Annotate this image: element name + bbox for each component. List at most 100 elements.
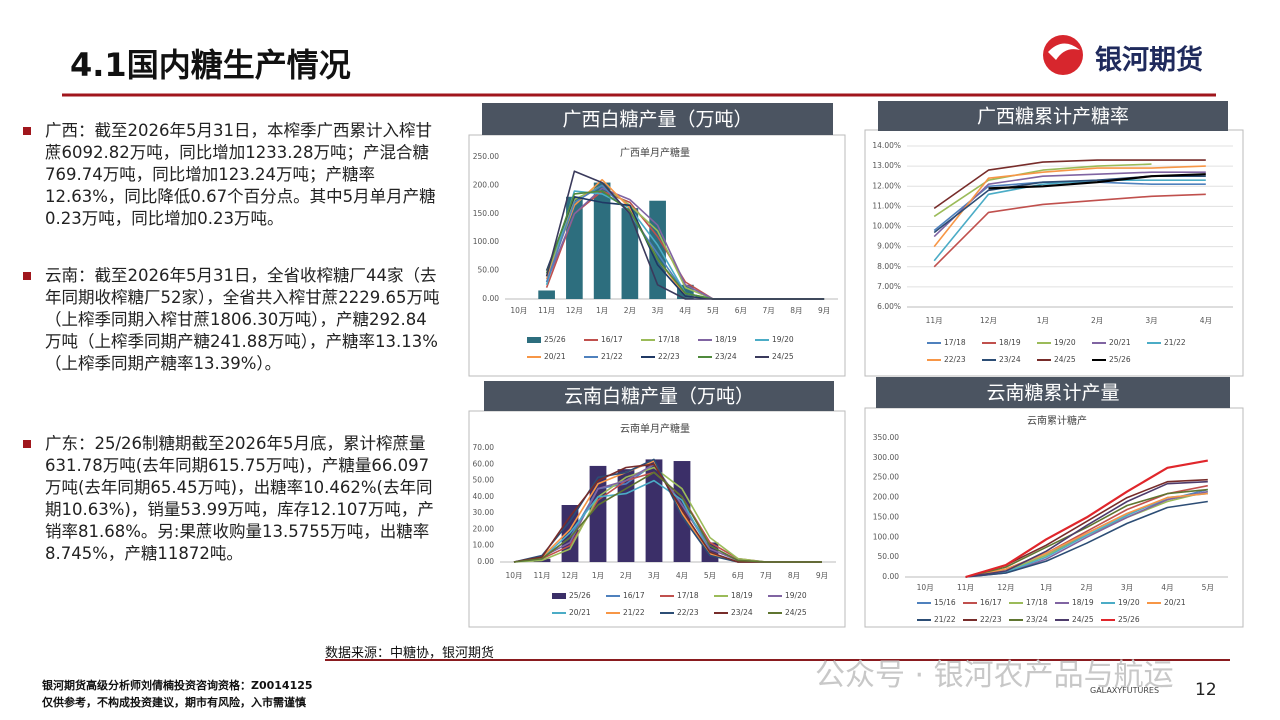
- x-tick-label: 3月: [1121, 583, 1133, 592]
- legend-label: 16/17: [980, 598, 1002, 607]
- y-tick-label: 200.00: [873, 493, 899, 502]
- series-line: [933, 171, 1206, 238]
- y-tick-label: 40.00: [473, 492, 495, 501]
- legend-label: 23/24: [999, 355, 1021, 364]
- chart-banner: [482, 103, 833, 135]
- brand: GALAXYFUTURES: [1090, 686, 1160, 695]
- legend-label: 19/20: [772, 335, 794, 344]
- x-tick-label: 7月: [762, 306, 774, 315]
- x-tick-label: 12月: [980, 316, 997, 325]
- chart-subtitle: 云南累计糖产: [1027, 414, 1087, 427]
- x-tick-label: 4月: [1200, 316, 1212, 325]
- chart-subtitle: 广西单月产糖量: [620, 146, 690, 159]
- watermark: 公众号 · 银河农产品与航运: [815, 658, 1174, 693]
- series-line: [545, 170, 825, 300]
- y-tick-label: 0.00: [882, 572, 899, 581]
- chart-banner: [876, 377, 1230, 408]
- legend-label: 25/26: [569, 591, 591, 600]
- x-tick-label: 4月: [679, 306, 691, 315]
- x-tick-label: 10月: [510, 306, 527, 315]
- slide-title: 4.1国内糖生产情况: [70, 46, 351, 84]
- y-tick-label: 13.00%: [872, 161, 901, 170]
- series-line: [513, 471, 822, 563]
- legend-label: 22/23: [944, 355, 966, 364]
- bullet: 广西：截至2026年5月31日，本榨季广西累计入榨甘蔗6092.82万吨，同比增…: [23, 120, 440, 230]
- x-tick-label: 1月: [1037, 316, 1049, 325]
- series-line: [965, 488, 1208, 578]
- x-tick-label: 6月: [735, 306, 747, 315]
- logo-swirl: [1048, 43, 1080, 60]
- chart-banner: [484, 381, 834, 411]
- legend-label: 23/24: [715, 352, 737, 361]
- x-tick-label: 10月: [505, 571, 522, 580]
- legend-label: 21/22: [1164, 338, 1186, 347]
- x-tick-label: 10月: [917, 583, 934, 592]
- legend-label: 20/21: [1164, 598, 1186, 607]
- legend-label: 20/21: [569, 608, 591, 617]
- legend-label: 18/19: [715, 335, 737, 344]
- x-tick-label: 5月: [1202, 583, 1214, 592]
- legend-label: 25/26: [1118, 615, 1140, 624]
- legend-label: 16/17: [623, 591, 645, 600]
- legend-label: 18/19: [999, 338, 1021, 347]
- chart-subtitle: 云南单月产糖量: [620, 422, 690, 435]
- series-line: [965, 480, 1208, 578]
- y-tick-label: 9.00%: [877, 242, 901, 251]
- chart-title: 云南白糖产量（万吨）: [564, 386, 754, 408]
- legend-label: 17/18: [944, 338, 966, 347]
- y-tick-label: 100.00: [473, 237, 499, 246]
- y-tick-label: 350.00: [873, 433, 899, 442]
- page-number: 12: [1195, 680, 1217, 700]
- legend-label: 24/25: [785, 608, 807, 617]
- legend-label: 20/21: [1109, 338, 1131, 347]
- legend-label: 16/17: [601, 335, 623, 344]
- y-tick-label: 60.00: [473, 459, 495, 468]
- x-tick-label: 6月: [732, 571, 744, 580]
- y-tick-label: 300.00: [873, 453, 899, 462]
- bullet: 云南：截至2026年5月31日，全省收榨糖厂44家（去年同期收榨糖厂52家），全…: [23, 266, 440, 373]
- bar: [645, 459, 663, 562]
- x-tick-label: 11月: [926, 316, 943, 325]
- y-tick-label: 70.00: [473, 443, 495, 452]
- y-tick-label: 30.00: [473, 508, 495, 517]
- legend-label: 24/25: [1072, 615, 1094, 624]
- series-line: [933, 193, 1206, 268]
- y-tick-label: 50.00: [478, 266, 500, 275]
- y-tick-label: 100.00: [873, 532, 899, 541]
- series-line: [965, 459, 1208, 579]
- y-tick-label: 12.00%: [872, 181, 901, 190]
- legend-label: 24/25: [1054, 355, 1076, 364]
- x-tick-label: 5月: [707, 306, 719, 315]
- x-tick-label: 2月: [624, 306, 636, 315]
- y-tick-label: 20.00: [473, 524, 495, 533]
- y-tick-label: 8.00%: [877, 262, 901, 271]
- legend-label: 22/23: [677, 608, 699, 617]
- legend-label: 21/22: [623, 608, 645, 617]
- series-line: [933, 159, 1206, 210]
- legend-label: 19/20: [785, 591, 807, 600]
- legend-label: 21/22: [934, 615, 956, 624]
- legend-label: 22/23: [980, 615, 1002, 624]
- logo-icon: [1043, 35, 1083, 75]
- legend-label: 17/18: [677, 591, 699, 600]
- chart-frame: [864, 407, 1244, 628]
- x-tick-label: 11月: [533, 571, 550, 580]
- legend-label: 15/16: [934, 598, 956, 607]
- series-line: [933, 163, 1152, 218]
- source: 数据来源：中糖协，银河期货: [325, 646, 495, 661]
- logo-text: 银河期货: [1095, 45, 1203, 76]
- x-tick-label: 1月: [592, 571, 604, 580]
- legend-label: 19/20: [1054, 338, 1076, 347]
- disclaimer: 银河期货高级分析师刘倩楠投资咨询资格：Z0014125: [42, 679, 313, 692]
- chart-title: 广西糖累计产糖率: [977, 106, 1129, 128]
- x-tick-label: 3月: [648, 571, 660, 580]
- series-line: [965, 492, 1208, 578]
- legend-label: 19/20: [1118, 598, 1140, 607]
- disclaimer: 仅供参考，不构成投资建议，期市有风险，入市需谨慎: [42, 696, 306, 709]
- y-tick-label: 14.00%: [872, 141, 901, 150]
- legend-label: 24/25: [772, 352, 794, 361]
- legend-label: 21/22: [601, 352, 623, 361]
- y-tick-label: 200.00: [473, 180, 499, 189]
